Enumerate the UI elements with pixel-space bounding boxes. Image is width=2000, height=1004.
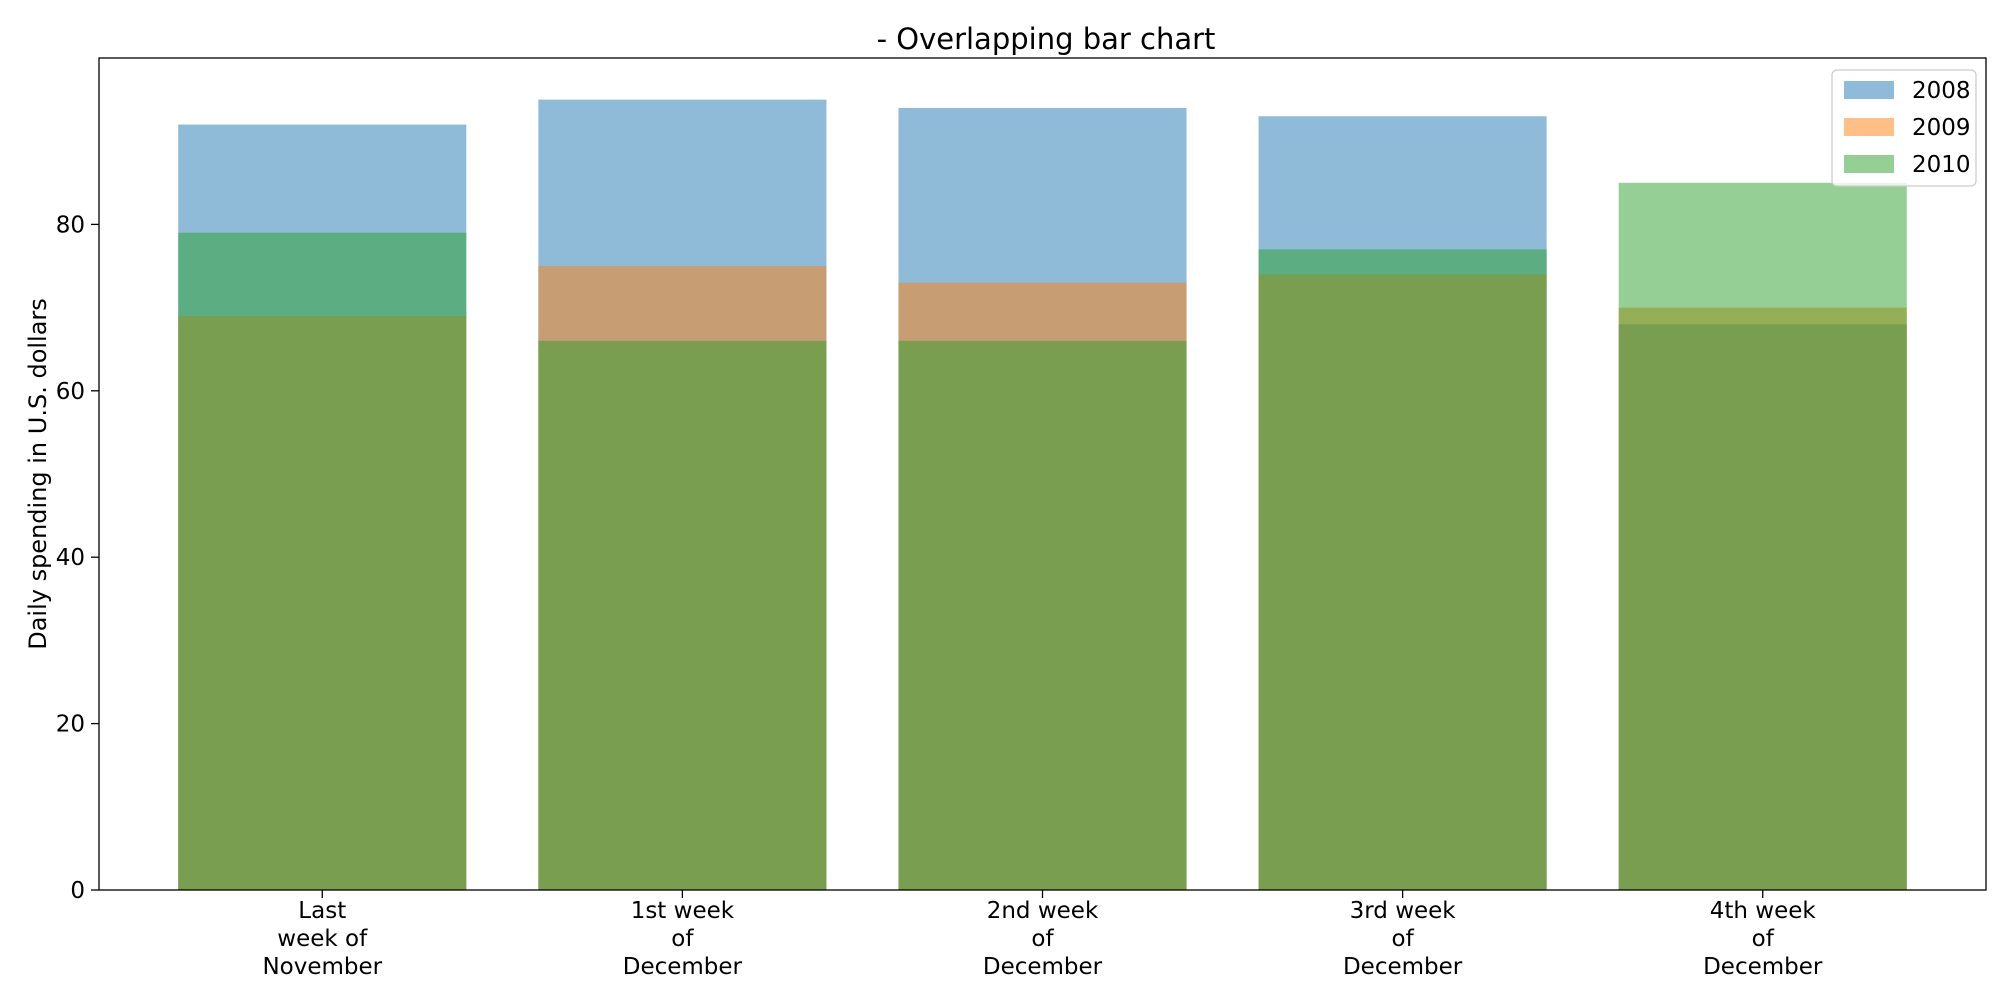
x-tick-label-4: 4th week of December: [1703, 898, 1823, 980]
legend-swatch-2008: [1844, 81, 1894, 99]
bar-2010-3: [1258, 249, 1547, 891]
legend-swatch-2010: [1844, 155, 1894, 173]
bar-2010-4: [1618, 182, 1907, 891]
bar-2010-2: [898, 340, 1187, 890]
x-tick-label-1: 1st week of December: [623, 898, 743, 980]
y-axis-ticks: 0 20 40 60 80: [56, 212, 99, 904]
series-2010: [178, 182, 1907, 891]
y-tick-label-60: 60: [56, 379, 85, 405]
bars-layer: [178, 99, 1907, 891]
y-tick-label-20: 20: [56, 712, 85, 738]
x-tick-label-3: 3rd week of December: [1343, 898, 1463, 980]
y-axis-label: Daily spending in U.S. dollars: [24, 298, 52, 650]
legend-swatch-2009: [1844, 118, 1894, 136]
x-tick-label-2: 2nd week of December: [983, 898, 1103, 980]
bar-2010-1: [538, 340, 827, 890]
legend: 2008 2009 2010: [1831, 69, 1977, 187]
y-tick-label-0: 0: [70, 878, 85, 904]
x-tick-label-0: Last week of November: [262, 898, 382, 980]
x-axis-ticks: Last week of November 1st week of December 2nd…: [262, 890, 1823, 980]
y-tick-label-40: 40: [56, 545, 85, 571]
y-tick-label-80: 80: [56, 212, 85, 238]
chart-title: - Overlapping bar chart: [877, 22, 1216, 56]
legend-label-2010: 2010: [1912, 152, 1971, 178]
bar-2010-0: [178, 232, 467, 891]
legend-label-2009: 2009: [1912, 115, 1971, 141]
legend-label-2008: 2008: [1912, 78, 1971, 104]
